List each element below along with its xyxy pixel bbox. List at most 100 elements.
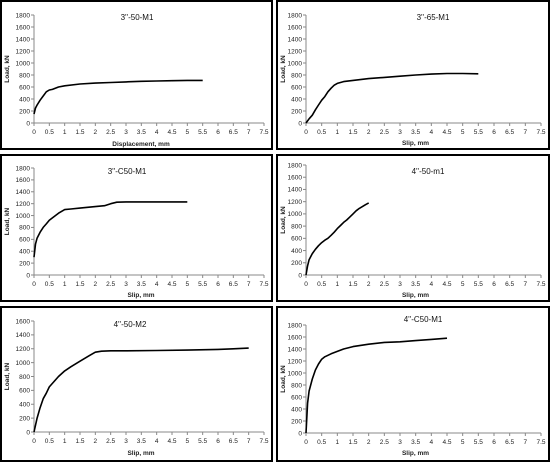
chart-panel-3: 0 0.5 1 1.5 2 2.5 3 3.5 4 4.5 5 5.5 6 6.5 7 7.5 0 200 400 6… (0, 154, 273, 302)
x-tick-label: 4 (155, 281, 159, 288)
x-tick-label: 4 (430, 129, 434, 136)
x-tick-label: 6 (492, 129, 496, 136)
x-tick-label: 2.5 (106, 129, 115, 136)
y-tick-label: 0 (298, 430, 302, 437)
load-slip-curve (33, 79, 203, 115)
x-tick-label: 7 (247, 438, 251, 445)
x-tick-label: 4.5 (167, 281, 176, 288)
y-tick-label: 200 (291, 418, 302, 425)
x-tick-label: 7.5 (536, 439, 545, 446)
chart-3: 0 0.5 1 1.5 2 2.5 3 3.5 4 4.5 5 5.5 6 6.5 7 7.5 0 200 400 6… (4, 165, 269, 299)
y-tick-label: 600 (291, 236, 302, 243)
y-tick-label: 400 (19, 402, 30, 409)
x-tick-label: 1.5 (348, 129, 357, 136)
x-tick-label: 6.5 (229, 438, 238, 445)
y-tick-label: 800 (291, 72, 302, 79)
y-tick-label: 1800 (288, 322, 303, 329)
chart-title: 3''-65-M1 (417, 13, 450, 22)
x-tick-label: 7 (524, 439, 528, 446)
chart-4: 0 0.5 1 1.5 2 2.5 3 3.5 4 4.5 5 5.5 6 6.5 7 7.5 0 200 400 6… (280, 162, 546, 299)
y-tick-label: 1600 (288, 334, 303, 341)
x-tick-label: 1 (63, 438, 67, 445)
x-tick-label: 4.5 (167, 438, 176, 445)
x-tick-label: 0.5 (317, 439, 326, 446)
x-tick-label: 1 (336, 129, 340, 136)
x-tick-label: 4 (155, 129, 159, 136)
x-tick-label: 3 (398, 129, 402, 136)
x-tick-label: 1 (63, 281, 67, 288)
chart-6: 0 0.5 1 1.5 2 2.5 3 3.5 4 4.5 5 5.5 6 6.5 7 7.5 0 200 400 6… (280, 315, 546, 457)
x-tick-label: 4 (430, 439, 434, 446)
x-tick-label: 6.5 (229, 281, 238, 288)
x-tick-label: 0.5 (317, 281, 326, 288)
x-tick-label: 6 (216, 129, 220, 136)
x-tick-label: 3 (398, 281, 402, 288)
x-tick-label: 0 (32, 281, 36, 288)
y-tick-label: 200 (19, 415, 30, 422)
y-tick-label: 1000 (288, 370, 303, 377)
chart-1: 0 0.5 1 1.5 2 2.5 3 3.5 4 4.5 5 5.5 6 6.5 7 7.5 0 200 400 6… (4, 12, 269, 148)
y-tick-label: 0 (26, 272, 30, 279)
y-tick-label: 1400 (288, 36, 303, 43)
x-tick-label: 2 (94, 129, 98, 136)
y-tick-label: 1200 (288, 199, 303, 206)
y-tick-label: 1400 (16, 189, 31, 196)
load-slip-curve (33, 201, 188, 258)
x-tick-label: 3.5 (137, 438, 146, 445)
x-tick-label: 7.5 (259, 281, 268, 288)
y-tick-label: 800 (19, 72, 30, 79)
x-tick-label: 2.5 (380, 439, 389, 446)
x-tick-label: 3.5 (411, 129, 420, 136)
x-tick-label: 6.5 (229, 129, 238, 136)
x-tick-label: 4.5 (442, 129, 451, 136)
x-tick-label: 1 (336, 439, 340, 446)
chart-panel-4: 0 0.5 1 1.5 2 2.5 3 3.5 4 4.5 5 5.5 6 6.5 7 7.5 0 200 400 6… (276, 154, 550, 302)
x-tick-label: 5 (186, 281, 190, 288)
y-tick-label: 1000 (288, 60, 303, 67)
chart-title: 3''-C50-M1 (108, 167, 147, 176)
x-tick-label: 3 (124, 281, 128, 288)
y-tick-label: 800 (291, 223, 302, 230)
chart-2: 0 0.5 1 1.5 2 2.5 3 3.5 4 4.5 5 5.5 6 6.5 7 7.5 0 200 400 6… (280, 12, 546, 147)
x-tick-label: 1.5 (75, 129, 84, 136)
x-tick-label: 0 (304, 129, 308, 136)
x-tick-label: 5 (461, 129, 465, 136)
y-tick-label: 1800 (288, 162, 303, 169)
y-tick-label: 0 (298, 272, 302, 279)
x-tick-label: 4.5 (442, 281, 451, 288)
chart-title: 3''-50-M1 (121, 13, 154, 22)
y-tick-label: 1000 (16, 360, 31, 367)
x-tick-label: 1.5 (348, 439, 357, 446)
y-tick-label: 1400 (288, 346, 303, 353)
x-tick-label: 2 (367, 439, 371, 446)
x-tick-label: 0.5 (45, 281, 54, 288)
y-axis-label: Load, kN (4, 207, 11, 235)
y-axis-label: Load, kN (280, 365, 287, 393)
x-tick-label: 2 (94, 281, 98, 288)
x-tick-label: 4.5 (442, 439, 451, 446)
load-slip-curve (305, 337, 448, 434)
y-tick-label: 0 (26, 120, 30, 127)
x-tick-label: 4.5 (167, 129, 176, 136)
y-tick-label: 800 (19, 374, 30, 381)
y-tick-label: 400 (291, 96, 302, 103)
y-tick-label: 1400 (16, 36, 31, 43)
x-tick-label: 6.5 (505, 281, 514, 288)
x-tick-label: 0 (304, 439, 308, 446)
x-axis-label: Slip, mm (402, 140, 429, 147)
y-tick-label: 200 (291, 108, 302, 115)
chart-panel-2: 0 0.5 1 1.5 2 2.5 3 3.5 4 4.5 5 5.5 6 6.5 7 7.5 0 200 400 6… (276, 0, 550, 150)
y-tick-label: 800 (19, 225, 30, 232)
y-tick-label: 1600 (288, 175, 303, 182)
x-tick-label: 0.5 (317, 129, 326, 136)
x-tick-label: 5 (186, 438, 190, 445)
y-tick-label: 1800 (16, 165, 31, 172)
y-tick-label: 200 (19, 108, 30, 115)
x-tick-label: 1 (336, 281, 340, 288)
x-tick-label: 2.5 (380, 129, 389, 136)
x-tick-label: 3.5 (137, 281, 146, 288)
x-tick-label: 0 (32, 438, 36, 445)
y-tick-label: 1600 (16, 177, 31, 184)
x-tick-label: 6 (492, 439, 496, 446)
x-axis-label: Slip, mm (127, 292, 154, 299)
